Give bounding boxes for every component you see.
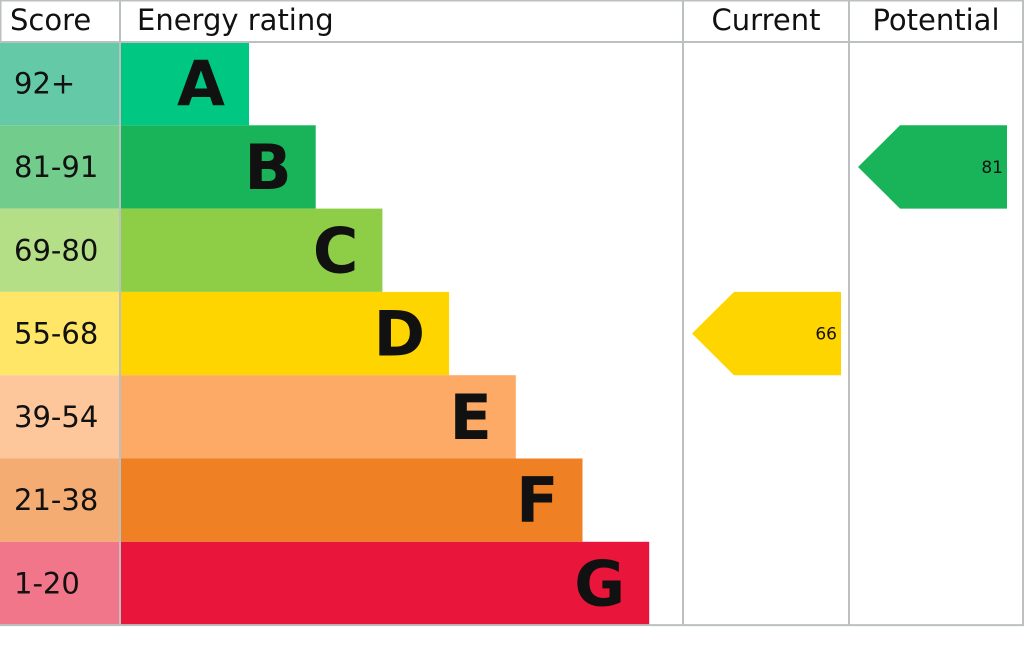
rating-bar-A [120,42,249,126]
rating-letter-E: E [449,381,491,454]
potential-value: 81 [981,158,1003,178]
score-cell-F [0,458,120,542]
rating-bar-C [120,208,383,292]
rating-letter-F: F [516,464,558,537]
score-range-G: 1-20 [14,566,80,600]
score-cell-B [0,125,120,209]
score-cell-A [0,42,120,126]
current-value: 66 [815,325,837,345]
rating-bar-E [120,375,516,459]
rating-bar-G [120,541,650,626]
rating-bar-D [120,291,450,376]
band-D: 55-68 D [0,291,450,376]
rating-letter-A: A [177,48,225,121]
score-range-A: 92+ [14,67,75,101]
rating-bar-B [120,125,316,209]
header-current: Current [712,3,821,37]
rating-letter-D: D [374,298,425,371]
header-score: Score [10,3,91,37]
header-energy-rating: Energy rating [137,3,334,37]
score-cell-D [0,291,120,376]
current-rating-arrow: 66 [692,291,841,376]
score-range-D: 55-68 [14,317,98,351]
score-range-C: 69-80 [14,233,98,267]
score-cell-G [0,541,120,626]
band-A: 92+ A [0,42,249,126]
score-range-E: 39-54 [14,400,98,434]
score-range-B: 81-91 [14,150,98,184]
potential-arrow-shape [858,125,1007,209]
score-cell-E [0,375,120,459]
band-E: 39-54 E [0,375,516,459]
band-B: 81-91 B [0,125,316,209]
rating-letter-C: C [313,214,359,287]
band-G: 1-20 G [0,541,650,626]
header-potential: Potential [872,3,999,37]
score-range-F: 21-38 [14,483,98,517]
score-cell-C [0,208,120,292]
rating-letter-G: G [574,547,625,620]
rating-letter-B: B [244,131,291,204]
current-arrow-shape [692,291,841,376]
rating-bar-F [120,458,583,542]
band-C: 69-80 C [0,208,383,292]
band-F: 21-38 F [0,458,583,542]
potential-rating-arrow: 81 [858,125,1007,209]
